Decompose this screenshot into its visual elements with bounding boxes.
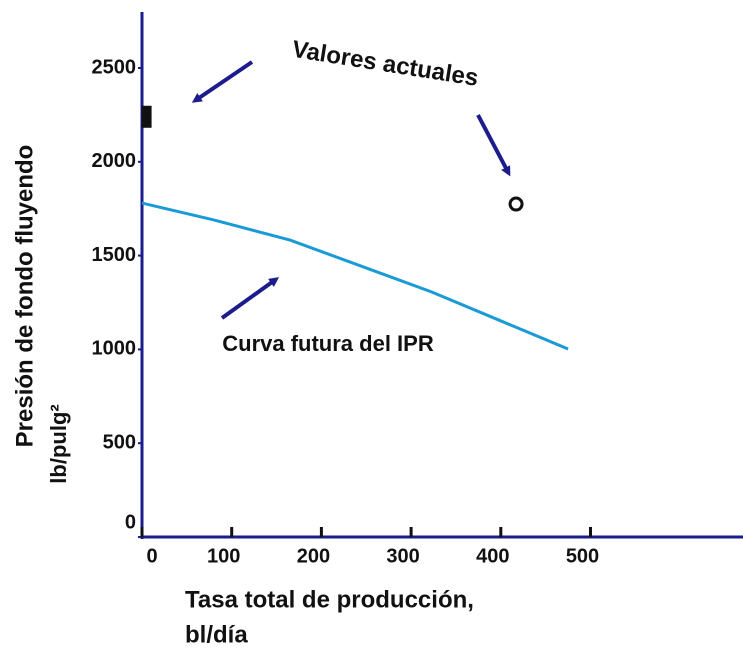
- y-tick-label: 0: [125, 511, 136, 533]
- annotation: Valores actuales: [290, 36, 480, 92]
- y-tick-label: 1500: [92, 244, 137, 266]
- current-point: [508, 196, 524, 212]
- y-tick-label: 1000: [92, 338, 137, 360]
- current-point: [141, 105, 152, 128]
- y-tick-label: 500: [103, 431, 136, 453]
- annotation: Curva futura del IPR: [222, 331, 434, 356]
- x-axis-label: bl/día: [185, 621, 248, 648]
- y-tick-label: 2000: [92, 150, 137, 172]
- x-tick-label: 400: [476, 545, 509, 567]
- x-tick-label: 100: [207, 545, 240, 567]
- y-axis-label: lb/pulg²: [46, 404, 71, 483]
- arrow: [220, 277, 280, 320]
- y-axis-label: Presión de fondo fluyendo: [11, 145, 38, 448]
- x-tick-label: 0: [146, 545, 157, 567]
- ipr-curve: [141, 201, 569, 351]
- x-axis-label: Tasa total de producción,: [185, 586, 474, 613]
- x-tick-label: 500: [566, 545, 599, 567]
- x-tick-label: 300: [386, 545, 419, 567]
- arrow: [476, 114, 511, 177]
- arrow: [191, 60, 254, 103]
- x-tick-label: 200: [297, 545, 330, 567]
- y-tick-label: 2500: [92, 56, 137, 78]
